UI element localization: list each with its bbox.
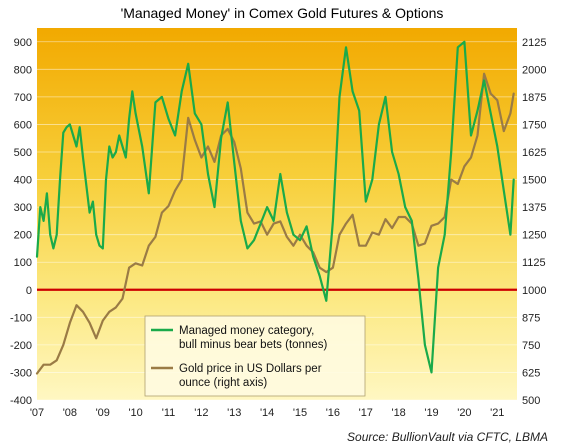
right-tick-label: 625 [522, 367, 540, 379]
legend-label: bull minus bear bets (tonnes) [179, 339, 327, 351]
right-tick-label: 1125 [522, 257, 546, 269]
legend-label: Gold price in US Dollars per [179, 363, 322, 375]
x-tick-label: '15 [293, 407, 307, 419]
chart-title: 'Managed Money' in Comex Gold Futures & … [121, 5, 444, 21]
x-tick-label: '21 [490, 407, 504, 419]
x-tick-label: '09 [96, 407, 110, 419]
source-note: Source: BullionVault via CFTC, LBMA [347, 430, 548, 444]
x-tick-label: '18 [391, 407, 405, 419]
right-tick-label: 1000 [522, 285, 546, 297]
right-tick-label: 1750 [522, 119, 546, 131]
right-tick-label: 1500 [522, 175, 546, 187]
left-tick-label: -100 [10, 312, 32, 324]
left-tick-label: 200 [14, 230, 32, 242]
left-tick-label: 300 [14, 202, 32, 214]
left-tick-label: 900 [14, 37, 32, 49]
right-tick-label: 750 [522, 340, 540, 352]
left-tick-label: 400 [14, 175, 32, 187]
left-axis-tick-labels: -400 -300 -200 -100 0 100 200 300 400 500 600 700 80… [10, 37, 32, 407]
x-tick-label: '13 [227, 407, 241, 419]
right-tick-label: 1375 [522, 202, 546, 214]
x-tick-label: '10 [128, 407, 142, 419]
right-tick-label: 1250 [522, 230, 546, 242]
x-tick-label: '14 [260, 407, 274, 419]
right-tick-label: 2000 [522, 64, 546, 76]
right-tick-label: 1875 [522, 92, 546, 104]
x-tick-label: '16 [326, 407, 340, 419]
x-tick-label: '12 [194, 407, 208, 419]
x-tick-label: '11 [162, 407, 176, 419]
x-tick-label: '07 [30, 407, 44, 419]
left-tick-label: 600 [14, 119, 32, 131]
managed-money-line [35, 40, 515, 374]
x-tick-label: '17 [359, 407, 373, 419]
right-axis-tick-labels: 500 625 750 875 1000 1125 1250 1375 1500 1625 1750… [522, 37, 546, 407]
legend-label: Managed money category, [179, 325, 314, 337]
x-axis-tick-labels: '07 '08 '09 '10 '11 '12 '13 '14 '15 '16 '17 '18 '19 '… [30, 407, 505, 419]
legend: Managed money category, bull minus bear b… [144, 315, 366, 397]
right-tick-label: 500 [522, 395, 540, 407]
gold-price-line [35, 72, 515, 375]
right-tick-label: 875 [522, 312, 540, 324]
left-tick-label: 0 [26, 285, 32, 297]
right-tick-label: 1625 [522, 147, 546, 159]
left-tick-label: 700 [14, 92, 32, 104]
left-tick-label: 100 [14, 257, 32, 269]
legend-box [144, 315, 366, 397]
x-tick-label: '20 [457, 407, 471, 419]
left-tick-label: 800 [14, 64, 32, 76]
right-tick-label: 2125 [522, 37, 546, 49]
left-tick-label: -200 [10, 340, 32, 352]
series-lines [35, 40, 515, 375]
legend-label: ounce (right axis) [179, 377, 267, 389]
left-tick-label: -300 [10, 367, 32, 379]
left-tick-label: -400 [10, 395, 32, 407]
x-tick-label: '08 [63, 407, 77, 419]
x-tick-label: '19 [424, 407, 438, 419]
left-tick-label: 500 [14, 147, 32, 159]
